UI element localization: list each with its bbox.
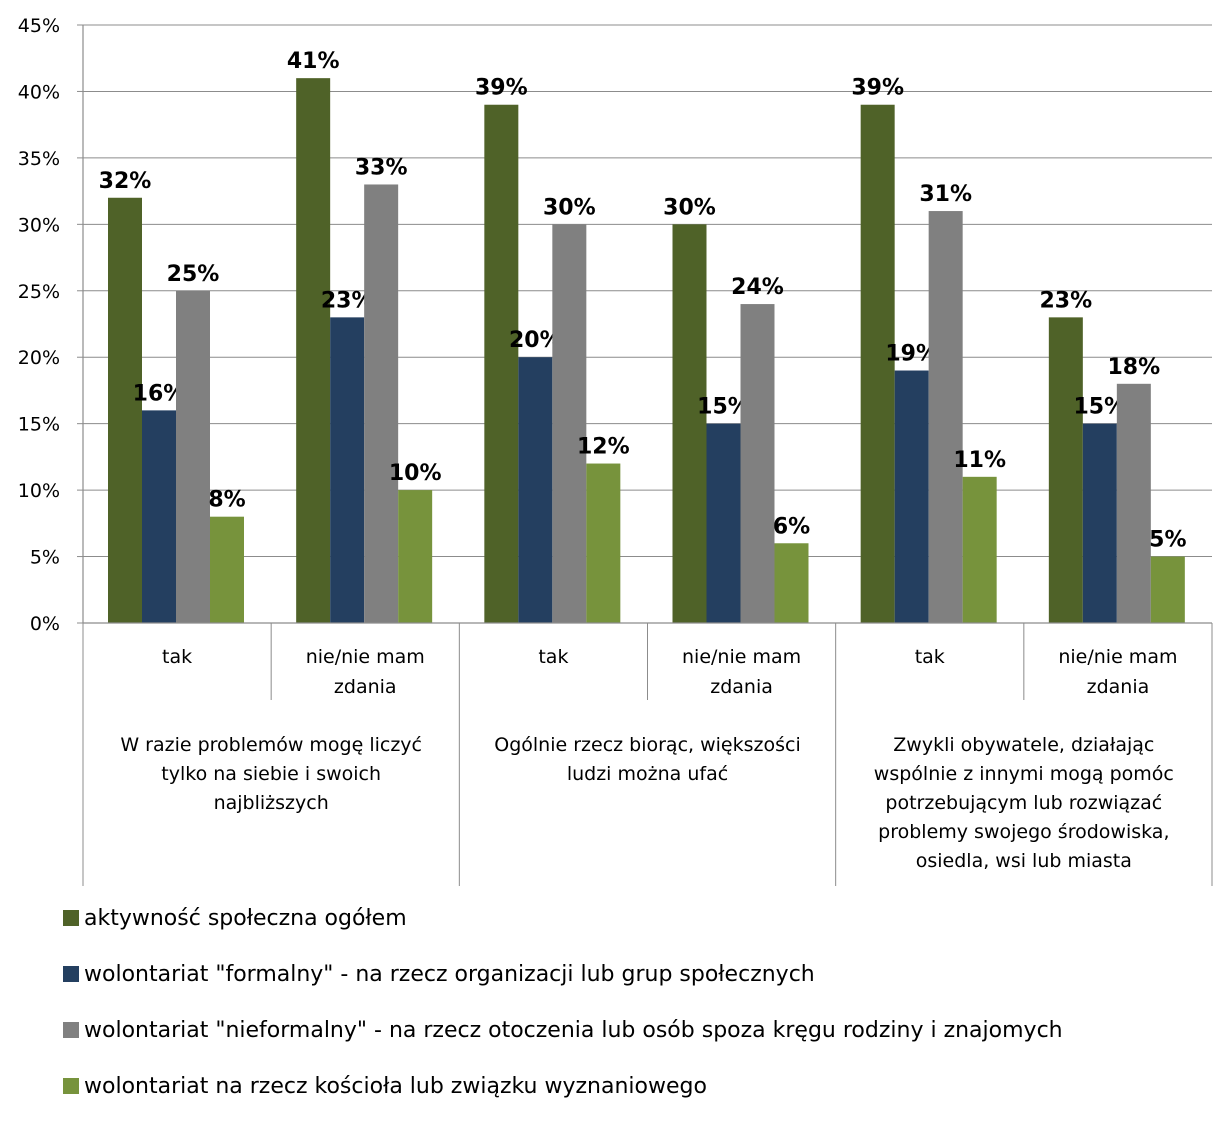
data-label: 12% [577, 435, 630, 460]
bar [296, 78, 331, 623]
data-label: 18% [1107, 355, 1160, 380]
data-label: 25% [167, 262, 220, 287]
y-tick-label: 15% [18, 414, 60, 436]
x-tick-label: nie/nie mam zdania [682, 646, 801, 698]
y-tick-label: 25% [18, 281, 60, 303]
data-label: 30% [663, 195, 716, 220]
legend-swatch [63, 910, 79, 926]
group-label: Zwykli obywatele, działając wspólnie z in… [874, 734, 1174, 872]
bar [894, 370, 929, 623]
y-tick-label: 45% [18, 15, 60, 37]
legend-swatch [63, 1022, 79, 1038]
x-tick-label: tak [538, 646, 568, 668]
data-label: 30% [543, 195, 596, 220]
legend-swatch [63, 1078, 79, 1094]
data-label: 6% [773, 514, 810, 539]
bar [108, 197, 142, 623]
bar [1150, 556, 1185, 623]
data-label: 33% [355, 155, 408, 180]
data-label: 39% [851, 76, 904, 101]
group-label: Ogólnie rzecz biorąc, większości ludzi mo… [494, 734, 800, 785]
bar [740, 304, 775, 623]
y-tick-label: 10% [18, 480, 60, 502]
bar [398, 490, 433, 623]
x-tick-label: tak [162, 646, 192, 668]
group-label: W razie problemów mogę liczyć tylko na si… [120, 734, 422, 814]
data-label: 11% [953, 448, 1006, 473]
data-label: 39% [475, 76, 528, 101]
bar [484, 104, 519, 623]
data-label: 24% [731, 275, 784, 300]
legend-label: wolontariat na rzecz kościoła lub związk… [84, 1074, 707, 1099]
y-tick-label: 20% [18, 347, 60, 369]
x-tick-label: nie/nie mam zdania [1058, 646, 1177, 698]
legend-label: wolontariat "nieformalny" - na rzecz oto… [84, 1018, 1063, 1043]
bar [706, 423, 741, 623]
legend-label: aktywność społeczna ogółem [84, 906, 407, 931]
bar [518, 357, 553, 623]
bar [860, 104, 895, 623]
y-tick-label: 5% [30, 547, 60, 569]
y-tick-label: 35% [18, 148, 60, 170]
bar [774, 543, 809, 623]
data-label: 10% [389, 461, 442, 486]
bar [928, 211, 963, 624]
data-label: 31% [919, 182, 972, 207]
bar [364, 184, 399, 623]
x-tick-label: nie/nie mam zdania [306, 646, 425, 698]
bar [672, 224, 707, 624]
legend-swatch [63, 966, 79, 982]
data-label: 23% [1039, 288, 1092, 313]
y-tick-label: 0% [30, 613, 60, 635]
bar [142, 410, 176, 623]
legend-label: wolontariat "formalny" - na rzecz organi… [84, 962, 815, 987]
bar [552, 224, 587, 624]
x-tick-label: tak [915, 646, 945, 668]
bar [330, 317, 365, 623]
bar [1082, 423, 1117, 623]
bar [210, 516, 244, 623]
data-label: 8% [208, 488, 245, 513]
data-label: 5% [1149, 528, 1186, 553]
y-tick-label: 30% [18, 214, 60, 236]
data-label: 32% [99, 169, 152, 194]
bar [1116, 383, 1151, 623]
bar [176, 290, 210, 623]
data-label: 41% [287, 49, 340, 74]
bar [586, 463, 621, 623]
bar [1048, 317, 1083, 623]
bar [962, 476, 997, 623]
y-tick-label: 40% [18, 81, 60, 103]
